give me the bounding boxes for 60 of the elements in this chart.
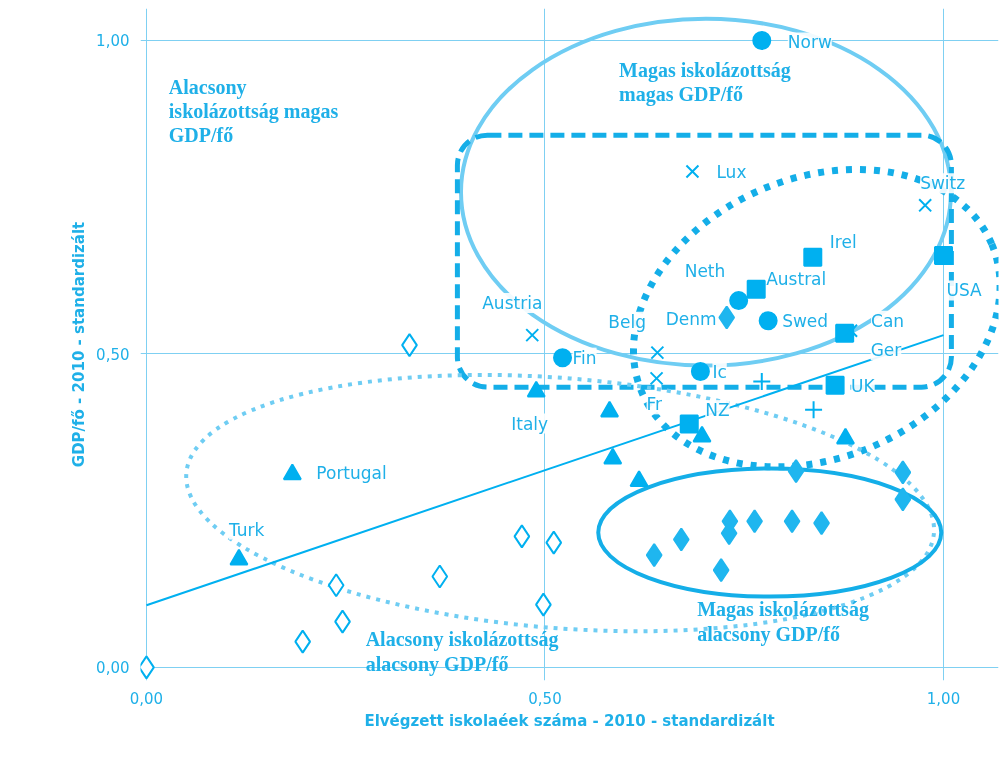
annotation: Irel <box>829 232 857 253</box>
annotation: Fin <box>572 347 597 368</box>
annotation: Fr <box>646 394 663 415</box>
annotation: Magas iskolázottság magas GDP/fő <box>619 58 791 106</box>
point <box>431 564 449 589</box>
annotation: Lux <box>716 162 747 183</box>
annotation: Ic <box>712 362 727 383</box>
annotation: Alacsony iskolázottság magas GDP/fő <box>168 75 339 146</box>
point <box>894 460 912 485</box>
annotation: Swed <box>782 310 829 331</box>
point <box>718 305 736 330</box>
annotation: Norw <box>787 32 832 53</box>
point <box>645 543 663 568</box>
point <box>752 30 772 50</box>
x-tick-label: 0,00 <box>129 689 164 708</box>
point <box>783 509 801 534</box>
annotation: UK <box>851 376 876 397</box>
point <box>918 198 933 213</box>
point <box>525 328 540 343</box>
x-tick-label: 0,50 <box>528 689 562 708</box>
point <box>672 527 690 552</box>
point <box>553 348 573 368</box>
point <box>685 164 700 179</box>
point <box>758 311 778 331</box>
point <box>894 487 912 512</box>
point <box>934 245 954 265</box>
point <box>650 345 665 360</box>
y-tick-label: 0,00 <box>96 659 130 678</box>
annotation: USA <box>946 280 983 301</box>
point <box>746 279 766 299</box>
point <box>690 361 710 381</box>
y-tick-label: 0,50 <box>96 345 130 364</box>
point <box>513 524 531 549</box>
point <box>294 629 312 654</box>
point <box>825 375 845 395</box>
y-axis-title: GDP/fő - 2010 - standardizált <box>70 221 89 468</box>
point <box>752 371 772 391</box>
annotation: Denm <box>665 308 717 329</box>
point <box>327 573 345 598</box>
annotation: Neth <box>684 260 726 281</box>
point <box>545 530 563 555</box>
annotation: Switz <box>920 173 966 194</box>
annotation: NZ <box>705 400 730 421</box>
annotation: Austral <box>766 269 827 290</box>
annotation: Italy <box>511 413 549 434</box>
point <box>729 291 749 311</box>
point <box>804 400 824 420</box>
point <box>803 247 823 267</box>
annotation: Portugal <box>316 463 387 484</box>
annotation: Turk <box>227 519 265 540</box>
annotation: Belg <box>608 311 647 332</box>
annotation: Ger <box>870 340 902 361</box>
x-tick-label: 1,00 <box>926 689 961 708</box>
point <box>712 558 730 583</box>
point <box>787 459 805 484</box>
annotation: Can <box>871 310 905 331</box>
y-tick-label: 1,00 <box>96 32 130 51</box>
annotation: Austria <box>482 293 543 314</box>
point <box>649 371 664 386</box>
x-axis-title: Elvégzett iskolaéek száma - 2010 - standardizált <box>364 711 775 730</box>
